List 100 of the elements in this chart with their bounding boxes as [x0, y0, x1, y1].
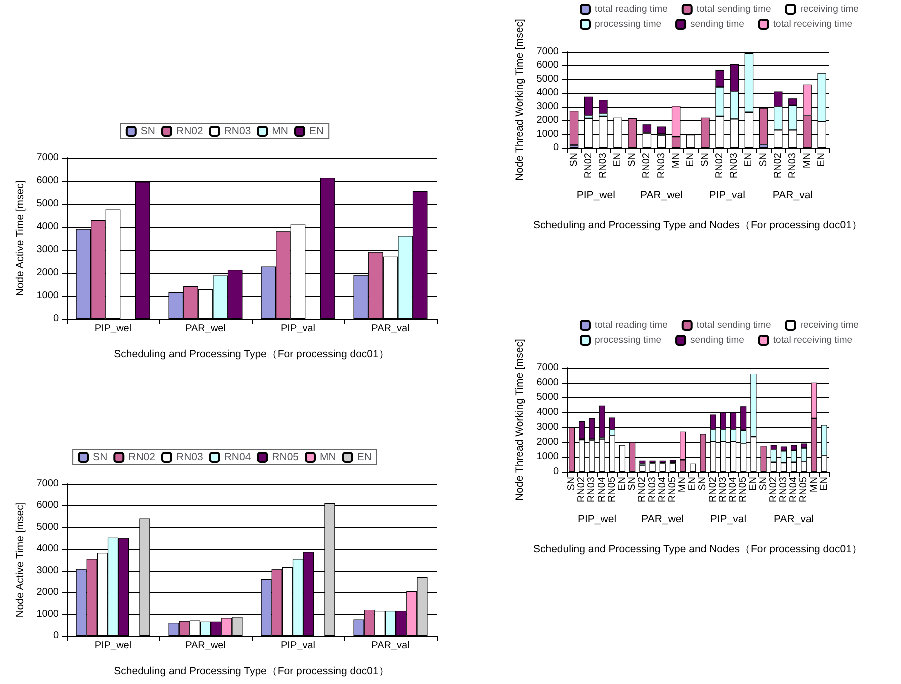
legend-label: total receiving time: [773, 19, 853, 30]
x-tick-label: SN: [627, 153, 638, 167]
legend-label: total receiving time: [773, 335, 853, 346]
y-tick-label: 4000: [36, 544, 60, 555]
x-tick-label: RN03: [787, 152, 798, 179]
y-tick-label: 2000: [36, 587, 60, 598]
x-tick-label: PAR_val: [372, 324, 410, 334]
y-tick-label: 7000: [36, 478, 60, 490]
x-tick-label: SN: [700, 153, 711, 167]
x-tick-label: RN04: [596, 476, 608, 503]
x-tick-label: RN02: [576, 476, 588, 503]
y-tick-label: 6000: [36, 500, 60, 512]
x-tick-label: RN02: [708, 476, 719, 503]
legend-label: EN: [357, 452, 372, 464]
x-tick-label: RN03: [718, 476, 729, 503]
x-tick-label: RN02: [714, 152, 726, 179]
x-tick-label: RN02: [637, 476, 648, 503]
bar: [670, 464, 676, 472]
x-axis-title: Scheduling and Processing Type and Nodes（For processing doc01）: [533, 544, 863, 556]
legend-label: total sending time: [696, 4, 772, 15]
x-tick-label: RN03: [778, 476, 790, 503]
x-tick-label: RN02: [583, 152, 594, 179]
y-tick-label: 1000: [536, 452, 560, 463]
x-tick-label: RN04: [728, 476, 740, 503]
text: PIP_wel: [578, 514, 617, 526]
y-tick-label: 2000: [536, 436, 560, 448]
legend-label: MN: [320, 452, 336, 464]
x-tick-label: SN: [758, 477, 770, 491]
x-tick-label: RN03: [598, 152, 609, 179]
y-tick-label: 4000: [36, 222, 60, 232]
x-tick-label: PIP_val: [281, 640, 316, 652]
text: PIP_val: [710, 514, 747, 526]
x-tick-label: RN02: [768, 476, 780, 503]
legend-label: sending time: [690, 19, 744, 30]
y-axis-title: Node Thread Working Time [msec]: [514, 18, 526, 181]
x-tick-label: RN04: [788, 476, 800, 503]
y-tick-label: 2000: [36, 268, 60, 278]
legend-label: RN02: [176, 126, 204, 138]
x-axis-title: Scheduling and Processing Type（For processing doc01）: [114, 666, 390, 678]
legend-label: MN: [272, 126, 289, 138]
y-axis-title: Node Thread Working Time [msec]: [514, 338, 526, 501]
y-tick-label: 7000: [536, 46, 560, 58]
bar: [650, 464, 656, 472]
legend-label: RN03: [176, 452, 204, 464]
y-tick-label: 7000: [36, 152, 60, 164]
text: PAR_wel: [642, 514, 684, 526]
text: PAR_val: [772, 190, 813, 202]
bar: [640, 465, 646, 472]
y-tick-label: 3000: [536, 422, 560, 433]
y-tick-label: 0: [53, 314, 60, 324]
y-tick-label: 1000: [36, 608, 60, 620]
text: PIP_wel: [576, 190, 616, 202]
y-tick-label: 1000: [36, 290, 60, 302]
x-tick-label: PAR_wel: [186, 324, 226, 334]
x-tick-label: RN03: [656, 152, 668, 179]
x-tick-label: RN05: [738, 476, 750, 503]
x-tick-label: EN: [685, 153, 696, 167]
x-tick-label: RN05: [667, 476, 678, 503]
legend-label: RN02: [128, 452, 156, 464]
x-tick-label: RN03: [586, 476, 598, 503]
x-tick-label: PAR_wel: [186, 640, 226, 652]
x-tick-label: SN: [698, 477, 709, 491]
legend-label: receiving time: [800, 4, 859, 15]
legend-label: EN: [310, 126, 324, 138]
x-tick-label: SN: [758, 153, 770, 167]
bar: [690, 464, 696, 472]
legend-label: RN03: [224, 126, 252, 138]
x-tick-label: SN: [627, 477, 638, 491]
y-tick-label: 3000: [536, 101, 560, 112]
bar: [660, 464, 666, 472]
x-axis-title: Scheduling and Processing Type（For processing doc01）: [114, 348, 390, 360]
x-tick-label: MN: [678, 477, 689, 493]
text: PAR_wel: [640, 190, 683, 202]
legend-label: RN05: [272, 452, 300, 464]
x-tick-label: RN05: [798, 476, 810, 503]
x-tick-label: SN: [568, 153, 580, 167]
x-tick-label: EN: [612, 153, 624, 167]
y-tick-label: 6000: [36, 176, 60, 186]
y-tick-label: 5000: [536, 392, 560, 404]
legend-label: receiving time: [800, 320, 859, 331]
x-tick-label: RN02: [772, 152, 784, 179]
x-tick-label: RN03: [647, 476, 658, 503]
x-tick-label: MN: [802, 153, 814, 169]
x-tick-label: PIP_wel: [94, 640, 132, 652]
x-tick-label: RN04: [657, 476, 668, 503]
legend-label: processing time: [595, 19, 662, 30]
y-tick-label: 0: [53, 630, 60, 642]
legend-label: processing time: [595, 335, 662, 346]
x-axis-title: Scheduling and Processing Type and Nodes（For processing doc01）: [533, 220, 863, 232]
y-tick-label: 5000: [36, 522, 60, 533]
y-tick-label: 5000: [36, 198, 60, 210]
legend-label: total sending time: [696, 320, 772, 331]
legend-label: total reading time: [595, 4, 668, 15]
x-tick-label: PAR_val: [372, 640, 410, 652]
x-tick-label: SN: [566, 477, 578, 491]
y-tick-label: 6000: [536, 60, 560, 72]
legend-label: total reading time: [595, 320, 668, 331]
y-tick-label: 6000: [536, 377, 560, 388]
y-tick-label: 4000: [536, 88, 560, 99]
y-tick-label: 3000: [36, 244, 60, 256]
